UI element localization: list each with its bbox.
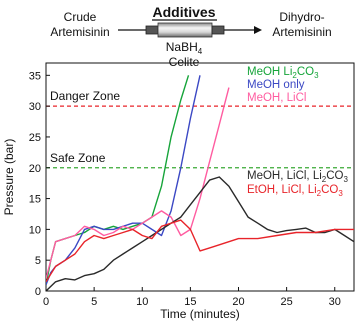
legend-entry-2: MeOH only: [247, 79, 305, 91]
y-tick-label: 25: [29, 132, 41, 144]
series-line-5: [46, 219, 354, 283]
y-tick-label: 10: [29, 224, 41, 236]
legend-entry-4: MeOH, LiCl, Li2CO3: [247, 170, 348, 184]
y-axis-label: Pressure (bar): [2, 139, 16, 216]
x-tick-label: 5: [91, 296, 97, 308]
x-axis-ticks: 0 5 10 15 20 25 30: [43, 287, 341, 308]
series-line-4: [46, 176, 354, 291]
x-tick-label: 30: [329, 296, 341, 308]
product-label-line1: Dihydro-: [279, 10, 324, 24]
chart-area: Danger Zone Safe Zone 0 5 10 15 20 25 30 0 5 10 15…: [2, 62, 355, 321]
y-tick-label: 5: [35, 255, 41, 267]
column-cartridge-icon: [145, 22, 225, 38]
y-axis-ticks: 0 5 10 15 20 25 30 35: [29, 70, 50, 298]
y-tick-label: 35: [29, 70, 41, 82]
reaction-scheme: Crude Artemisinin Additives NaBH4 Celite…: [50, 4, 331, 69]
x-tick-label: 0: [43, 296, 49, 308]
y-tick-label: 20: [29, 163, 41, 175]
y-tick-label: 15: [29, 194, 41, 206]
reagent-label-line2: Celite: [169, 55, 200, 69]
x-tick-label: 25: [281, 296, 293, 308]
reactant-label-line2: Artemisinin: [50, 25, 109, 39]
legend-entry-3: MeOH, LiCl: [247, 92, 306, 104]
reactant-label-line1: Crude: [64, 10, 97, 24]
x-tick-label: 15: [184, 296, 196, 308]
legend-entry-1: MeOH Li2CO3: [247, 66, 319, 80]
y-tick-label: 30: [29, 101, 41, 113]
safe-zone-label: Safe Zone: [50, 151, 106, 165]
danger-zone-label: Danger Zone: [50, 89, 120, 103]
x-tick-label: 10: [136, 296, 148, 308]
zone-lines: Danger Zone Safe Zone: [46, 89, 354, 169]
y-tick-label: 0: [35, 286, 41, 298]
series-line-3: [46, 87, 230, 279]
reaction-arrow-head: [254, 26, 262, 34]
legend-entry-5: EtOH, LiCl, Li2CO3: [247, 184, 343, 198]
x-tick-label: 20: [232, 296, 244, 308]
reagent-label-line1: NaBH4: [166, 40, 203, 56]
plot-frame: [45, 62, 355, 292]
x-axis-label: Time (minutes): [160, 307, 240, 321]
product-label-line2: Artemisinin: [272, 25, 331, 39]
series-lines: [46, 75, 354, 291]
additives-label: Additives: [152, 4, 215, 20]
